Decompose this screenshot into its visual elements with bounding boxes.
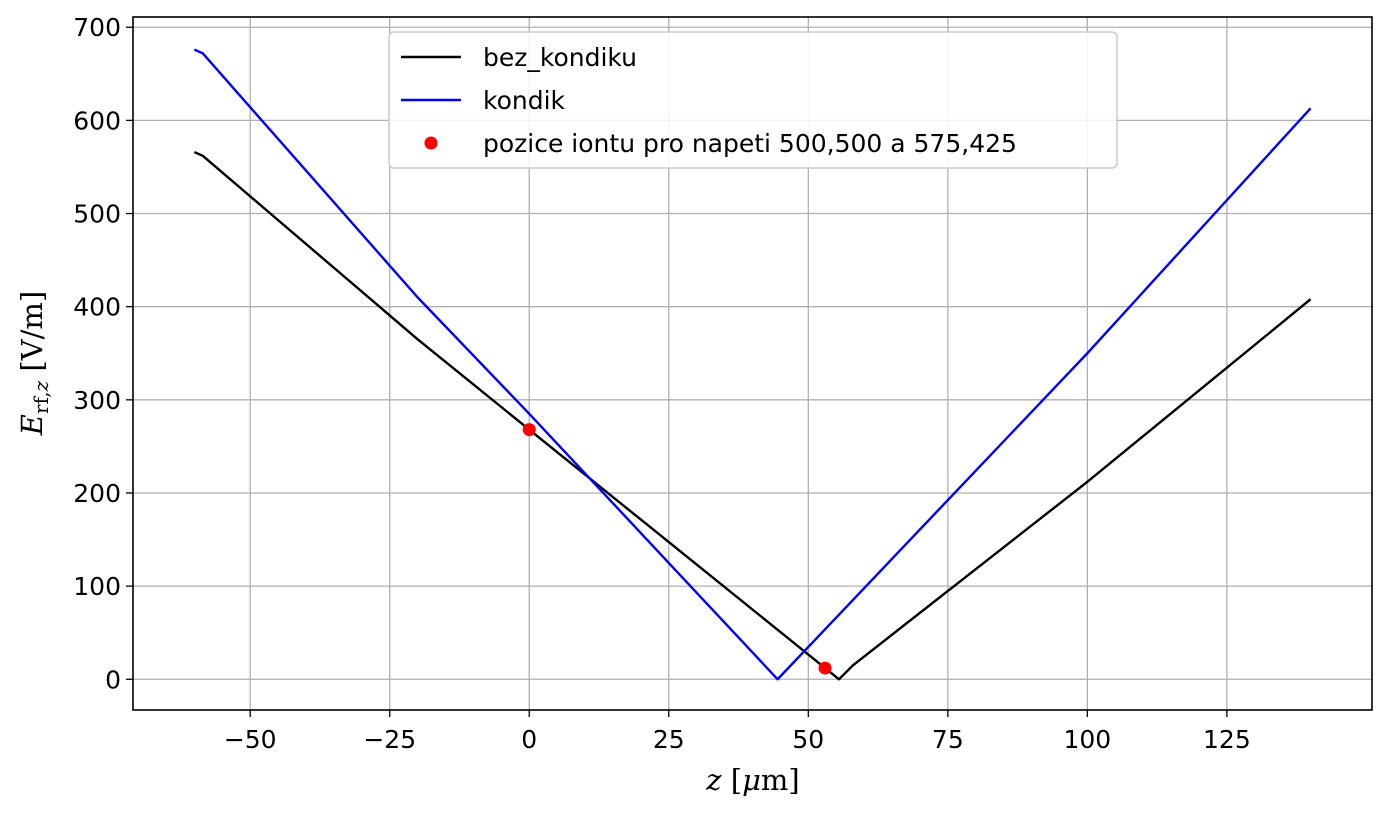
y-tick-label: 200 — [73, 479, 121, 508]
legend-label: kondik — [483, 86, 566, 115]
x-axis-ticks: −50 −25 0 25 50 75 100 125 — [224, 710, 1251, 754]
y-axis-label: Erf,z [V/m] — [15, 291, 53, 436]
x-tick-label: 100 — [1064, 725, 1112, 754]
x-tick-label: −50 — [224, 725, 277, 754]
y-tick-label: 500 — [73, 200, 121, 229]
x-tick-label: 125 — [1203, 725, 1251, 754]
y-tick-label: 600 — [73, 106, 121, 135]
series-line-bez-kondiku — [193, 150, 1312, 681]
plot-frame — [132, 16, 1373, 711]
series-lines — [193, 48, 1312, 681]
legend-label: bez_kondiku — [483, 43, 637, 72]
y-axis-ticks: 0 100 200 300 400 500 600 700 — [73, 13, 133, 694]
x-tick-label: −25 — [363, 725, 416, 754]
y-tick-label: 700 — [73, 13, 121, 42]
y-tick-label: 0 — [105, 665, 121, 694]
x-tick-label: 0 — [521, 725, 537, 754]
x-tick-label: 50 — [792, 725, 824, 754]
x-tick-label: 75 — [932, 725, 964, 754]
legend-swatch — [424, 136, 438, 150]
y-tick-label: 300 — [73, 386, 121, 415]
legend-label: pozice iontu pro napeti 500,500 a 575,42… — [483, 129, 1017, 158]
legend-box — [388, 31, 1118, 169]
ion-position-marker — [818, 661, 832, 675]
y-tick-label: 100 — [73, 572, 121, 601]
y-tick-label: 400 — [73, 293, 121, 322]
marker-points — [522, 423, 832, 675]
series-line-kondik — [193, 48, 1312, 681]
ion-position-marker — [522, 423, 536, 437]
x-tick-label: 25 — [653, 725, 685, 754]
x-axis-label: z [μm] — [705, 763, 800, 797]
